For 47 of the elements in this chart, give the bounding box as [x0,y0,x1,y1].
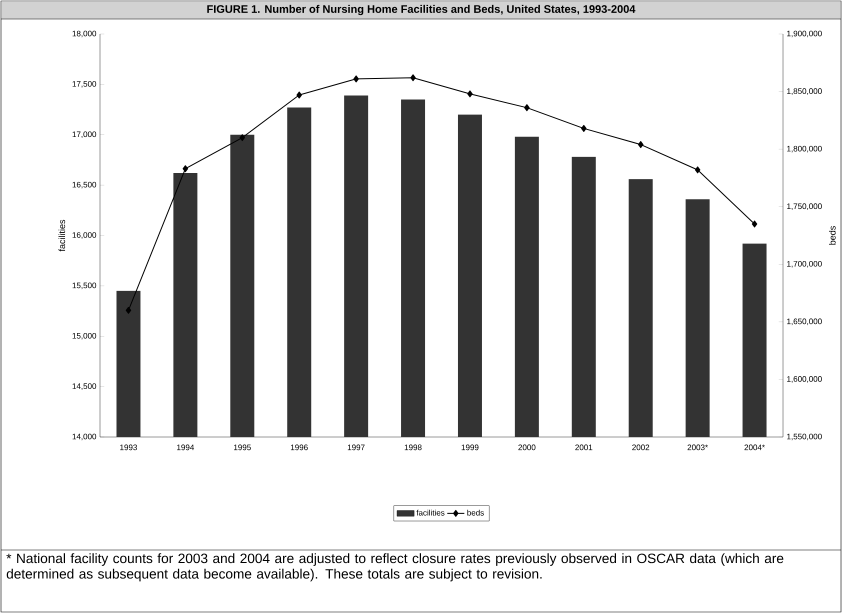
x-tick-label: 2003* [688,444,708,450]
legend-label: beds [467,510,484,516]
x-tick-label: 1998 [404,444,422,450]
y2-axis-title: beds [829,226,836,245]
x-tick-label: 1997 [348,444,365,450]
point [296,92,302,99]
x-tick-label: 1995 [234,444,251,450]
legend-label: facilities [416,510,444,516]
y2-tick-label: 1,750,000 [787,203,822,210]
point [126,306,132,314]
x-tick-label: 1993 [120,444,137,450]
point [524,104,530,112]
x-tick-label: 2002 [632,444,650,450]
y-tick-label: 15,000 [72,332,96,340]
point [182,165,188,172]
y-tick-label: 17,500 [72,81,96,88]
y2-tick-label: 1,600,000 [787,376,822,383]
x-tick-label: 2001 [575,444,592,450]
text: * National facility counts for 2003 and 2004 are adjusted to reflect closure rates previously observed in OSCAR data (which are determined as subsequent data become available). These totals are subject to revision. [6,553,784,582]
y2-tick-label: 1,700,000 [787,260,822,268]
y2-tick-label: 1,850,000 [787,88,822,95]
y-axis-title: facilities [58,220,66,252]
x-tick-label: 1996 [290,444,308,450]
y-tick-label: 18,000 [72,30,96,38]
y-tick-label: 14,500 [72,383,96,390]
point [467,90,473,98]
x-tick-label: 1994 [177,444,194,450]
point [410,74,416,82]
y2-tick-label: 1,800,000 [787,146,822,152]
point [694,166,700,174]
point [752,220,758,228]
y-tick-label: 16,000 [72,232,96,239]
y-tick-label: 17,000 [72,131,96,138]
y-tick-label: 14,000 [72,434,96,440]
point [240,134,246,142]
y2-tick-label: 1,550,000 [787,434,822,440]
point [581,124,587,132]
y2-tick-label: 1,900,000 [787,30,822,38]
x-tick-label: 2004* [744,444,765,450]
y-tick-label: 15,500 [72,282,96,290]
x-tick-label: 1999 [462,444,478,450]
chart-title: FIGURE 1. Number of Nursing Home Facilities and Beds, United States, 1993-2004 [207,4,636,16]
y-tick-label: 16,500 [72,182,96,188]
y2-tick-label: 1,650,000 [787,318,822,326]
x-tick-label: 2000 [518,444,536,450]
point [638,141,644,148]
point [353,75,359,82]
